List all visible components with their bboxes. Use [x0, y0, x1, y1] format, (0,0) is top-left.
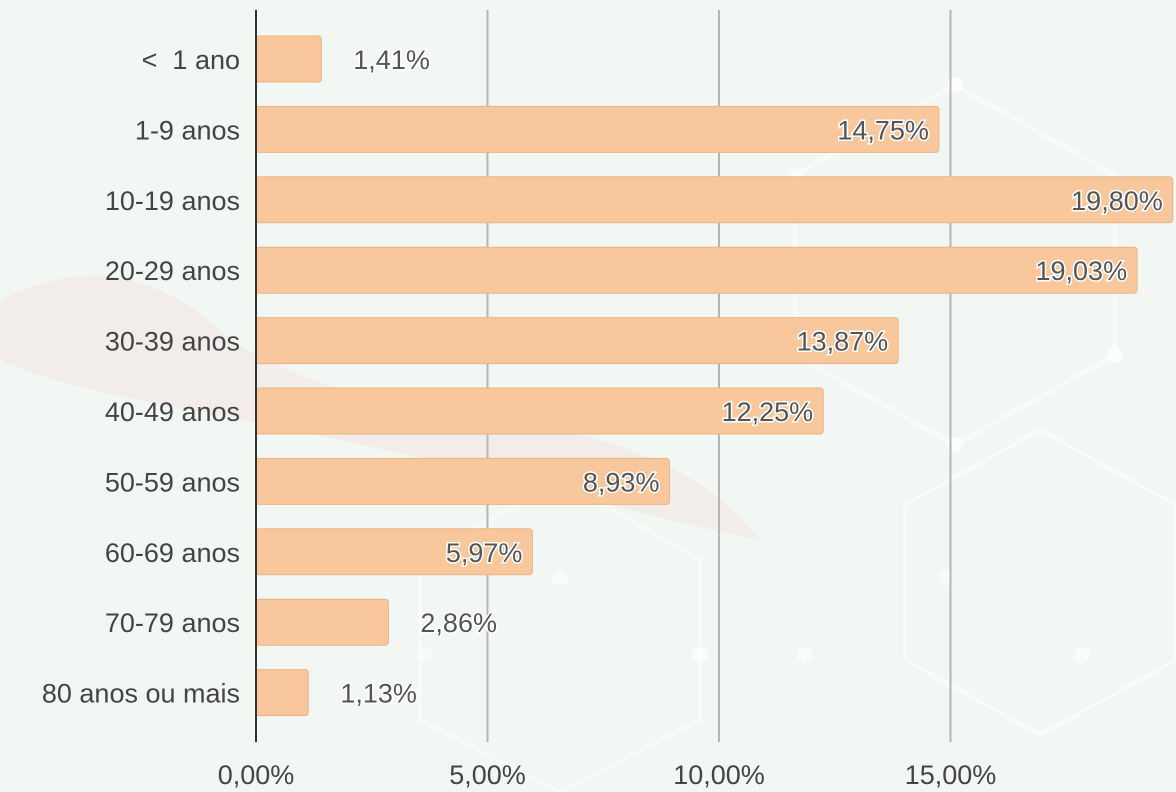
- value-label-9: 1,13%: [340, 679, 417, 709]
- x-tick-label-1: 5,00%: [449, 760, 526, 790]
- category-label-3: 20-29 anos: [105, 256, 240, 286]
- value-label-8: 2,86%: [420, 608, 497, 638]
- bar-8: [255, 598, 389, 646]
- category-label-5: 40-49 anos: [105, 397, 240, 427]
- bar-9: [255, 669, 309, 717]
- category-label-4: 30-39 anos: [105, 327, 240, 357]
- bar-2: [255, 176, 1174, 224]
- x-tick-label-3: 15,00%: [905, 760, 997, 790]
- value-label-0: 1,41%: [353, 45, 430, 75]
- value-label-4: 13,87%: [797, 327, 889, 357]
- category-label-1: 1-9 anos: [135, 115, 240, 145]
- value-label-6: 8,93%: [583, 467, 660, 497]
- x-tick-label-0: 0,00%: [218, 760, 295, 790]
- value-label-7: 5,97%: [446, 538, 523, 568]
- bar-0: [255, 35, 322, 83]
- category-label-2: 10-19 anos: [105, 186, 240, 216]
- value-label-5: 12,25%: [722, 397, 814, 427]
- category-label-7: 60-69 anos: [105, 538, 240, 568]
- category-label-0: < 1 ano: [142, 45, 240, 75]
- category-labels: < 1 ano 1-9 anos 10-19 anos 20-29 anos 30-39…: [42, 45, 240, 709]
- category-label-8: 70-79 anos: [105, 608, 240, 638]
- value-label-3: 19,03%: [1036, 256, 1128, 286]
- category-label-9: 80 anos ou mais: [42, 679, 240, 709]
- bars: [255, 35, 1174, 717]
- x-tick-label-2: 10,00%: [673, 760, 765, 790]
- value-label-2: 19,80%: [1071, 186, 1163, 216]
- value-labels: 1,41% 14,75% 19,80% 19,03% 13,87% 12,25% 8,93%…: [339, 44, 1164, 711]
- bar-3: [255, 246, 1138, 294]
- x-tick-labels: 0,00% 5,00% 10,00% 15,00%: [218, 760, 997, 790]
- category-label-6: 50-59 anos: [105, 467, 240, 497]
- value-label-1: 14,75%: [837, 115, 929, 145]
